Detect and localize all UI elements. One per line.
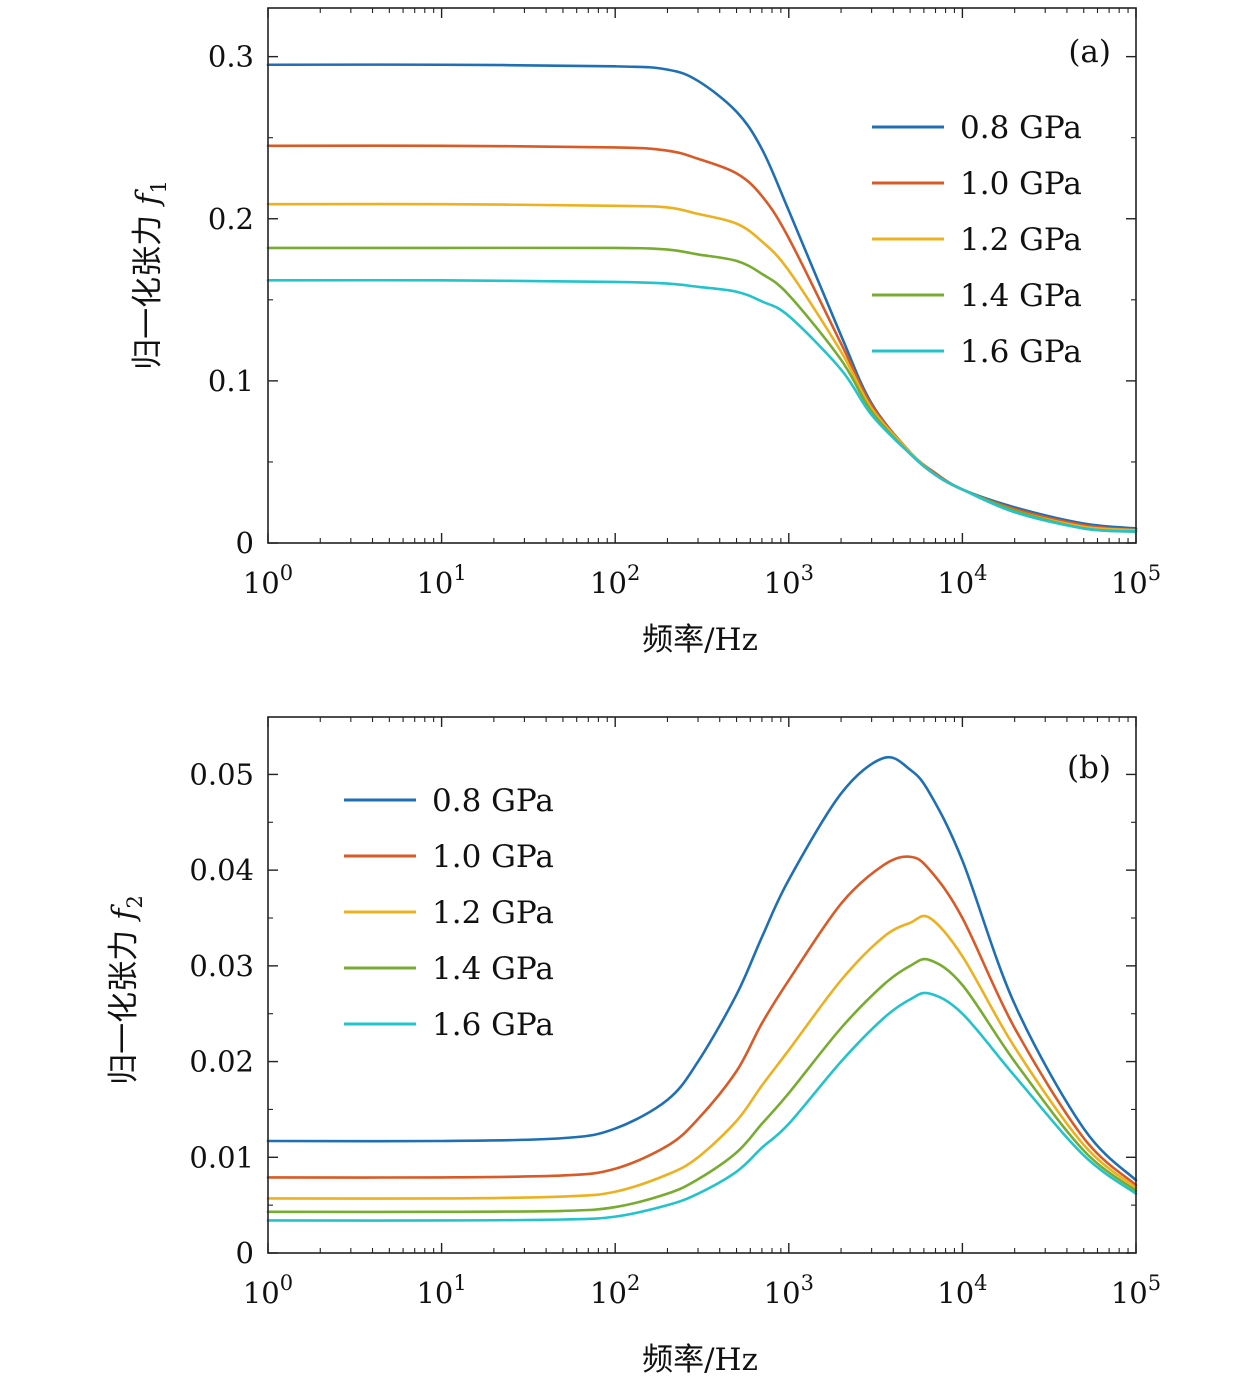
plot-frame	[267, 7, 1137, 544]
x-axis: 100 101 102 103 104 105	[243, 8, 1161, 600]
y-tick-label: 0.03	[189, 949, 254, 983]
y-tick-label: 0.2	[208, 202, 254, 236]
legend-item: 1.6 GPa	[344, 1007, 554, 1043]
x-tick-exponent: 1	[453, 561, 466, 585]
legend-label: 1.6 GPa	[960, 334, 1082, 370]
x-tick-exponent: 2	[627, 561, 640, 585]
legend: 0.8 GPa 1.0 GPa 1.2 GPa 1.4 GPa 1.6 GPa	[872, 110, 1082, 370]
legend-label: 0.8 GPa	[960, 110, 1082, 146]
y-tick-label: 0	[236, 526, 254, 560]
x-tick-label: 102	[590, 1271, 640, 1310]
x-axis: 100 101 102 103 104 105	[243, 717, 1161, 1310]
y-tick-label: 0.3	[208, 40, 254, 74]
legend-label: 1.6 GPa	[432, 1007, 554, 1043]
x-tick-base: 10	[590, 566, 627, 600]
series-line-1_6-GPa	[266, 991, 1138, 1222]
legend-item: 1.2 GPa	[344, 895, 554, 931]
y-axis-title: 归一化张力 f2	[106, 895, 147, 1085]
x-tick-exponent: 1	[453, 1271, 466, 1295]
series-line-1_6-GPa	[266, 278, 1138, 533]
series-line-1_0-GPa	[266, 855, 1138, 1187]
series-line-1_4-GPa	[266, 957, 1138, 1214]
y-axis-title-subscript: 1	[147, 180, 171, 193]
x-tick-exponent: 5	[1148, 1271, 1161, 1295]
legend-item: 1.0 GPa	[344, 839, 554, 875]
x-tick-label: 104	[937, 561, 987, 600]
legend-item: 1.4 GPa	[344, 951, 554, 987]
x-tick-base: 10	[764, 1276, 801, 1310]
x-tick-base: 10	[937, 1276, 974, 1310]
chart-panel-b: 100 101 102 103 104 10500.010.020.030.040.05频…	[106, 716, 1161, 1378]
y-axis-title-text: 归一化张力	[106, 920, 142, 1085]
x-tick-label: 101	[416, 1271, 466, 1310]
x-tick-label: 103	[764, 1271, 814, 1310]
x-tick-exponent: 0	[280, 1271, 293, 1295]
y-axis: 0 0.1 0.2 0.3	[208, 40, 1136, 560]
y-axis-title: 归一化张力 f1	[130, 180, 171, 370]
x-axis-title: 频率/Hz	[642, 1342, 758, 1378]
legend-label: 1.2 GPa	[432, 895, 554, 931]
legend-label: 1.0 GPa	[432, 839, 554, 875]
legend-item: 1.0 GPa	[872, 166, 1082, 202]
x-tick-exponent: 2	[627, 1271, 640, 1295]
series-lines	[266, 63, 1138, 533]
y-tick-label: 0.1	[208, 364, 254, 398]
x-tick-exponent: 3	[801, 561, 814, 585]
x-tick-exponent: 4	[974, 561, 987, 585]
x-tick-label: 100	[243, 1271, 293, 1310]
legend-item: 0.8 GPa	[872, 110, 1082, 146]
x-tick-base: 10	[764, 566, 801, 600]
x-tick-base: 10	[1111, 566, 1148, 600]
x-tick-base: 10	[937, 566, 974, 600]
panel-label: (a)	[1068, 34, 1111, 70]
x-tick-label: 104	[937, 1271, 987, 1310]
x-tick-base: 10	[243, 1276, 280, 1310]
y-axis-title-subscript: 2	[123, 895, 147, 908]
x-tick-base: 10	[243, 566, 280, 600]
x-axis-title: 频率/Hz	[642, 622, 758, 658]
x-tick-base: 10	[416, 566, 453, 600]
y-tick-label: 0.02	[189, 1045, 254, 1079]
y-tick-label: 0.05	[189, 757, 254, 791]
x-tick-label: 103	[764, 561, 814, 600]
x-tick-exponent: 5	[1148, 561, 1161, 585]
legend-label: 1.2 GPa	[960, 222, 1082, 258]
x-tick-exponent: 3	[801, 1271, 814, 1295]
legend-label: 1.0 GPa	[960, 166, 1082, 202]
legend-label: 1.4 GPa	[432, 951, 554, 987]
y-tick-label: 0	[236, 1236, 254, 1270]
x-tick-base: 10	[1111, 1276, 1148, 1310]
x-tick-label: 105	[1111, 1271, 1161, 1310]
legend-label: 1.4 GPa	[960, 278, 1082, 314]
y-axis: 0 0.01 0.02 0.03 0.04 0.05	[189, 757, 1136, 1270]
x-tick-label: 100	[243, 561, 293, 600]
x-tick-label: 105	[1111, 561, 1161, 600]
x-tick-exponent: 4	[974, 1271, 987, 1295]
y-tick-label: 0.01	[189, 1140, 254, 1174]
legend-item: 0.8 GPa	[344, 783, 554, 819]
legend-item: 1.2 GPa	[872, 222, 1082, 258]
legend-label: 0.8 GPa	[432, 783, 554, 819]
x-tick-base: 10	[590, 1276, 627, 1310]
plot-frame	[267, 716, 1137, 1254]
y-tick-label: 0.04	[189, 853, 254, 887]
x-tick-base: 10	[416, 1276, 453, 1310]
series-line-0_8-GPa	[266, 755, 1138, 1182]
legend-item: 1.4 GPa	[872, 278, 1082, 314]
panel-label: (b)	[1067, 750, 1111, 786]
y-axis-title-text: 归一化张力	[130, 205, 166, 370]
x-tick-label: 101	[416, 561, 466, 600]
x-tick-exponent: 0	[280, 561, 293, 585]
legend-item: 1.6 GPa	[872, 334, 1082, 370]
series-lines	[266, 755, 1138, 1222]
legend: 0.8 GPa 1.0 GPa 1.2 GPa 1.4 GPa 1.6 GPa	[344, 783, 554, 1043]
x-tick-label: 102	[590, 561, 640, 600]
series-line-1_2-GPa	[266, 914, 1138, 1200]
